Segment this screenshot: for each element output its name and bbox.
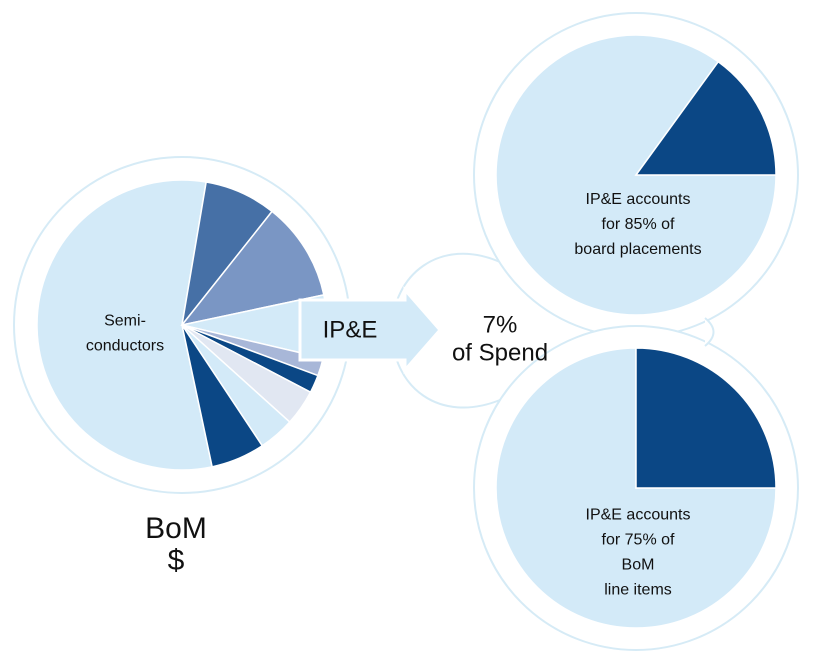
pie-caption: IP&E accounts for 75% of BoM line items (586, 507, 691, 599)
texts: Semi-conductors IP&E BoM $ IP&E accounts for … (86, 191, 702, 599)
pie-slice (634, 60, 777, 176)
pie-caption: BoM $ (145, 512, 207, 577)
pie-slice (495, 347, 777, 629)
arrow (298, 286, 442, 374)
slice-label: IP&E (323, 316, 378, 343)
slice-label: Semi-conductors (86, 313, 164, 355)
connector (704, 317, 715, 347)
pie-caption: IP&E accounts for 85% of board placements (574, 191, 701, 258)
pie-slice (180, 210, 325, 327)
pies (36, 34, 777, 629)
pie-slice (181, 324, 264, 468)
spend-annotation: 7% of Spend (452, 311, 548, 366)
pie-slice (635, 347, 777, 489)
pie-slice (36, 179, 214, 471)
